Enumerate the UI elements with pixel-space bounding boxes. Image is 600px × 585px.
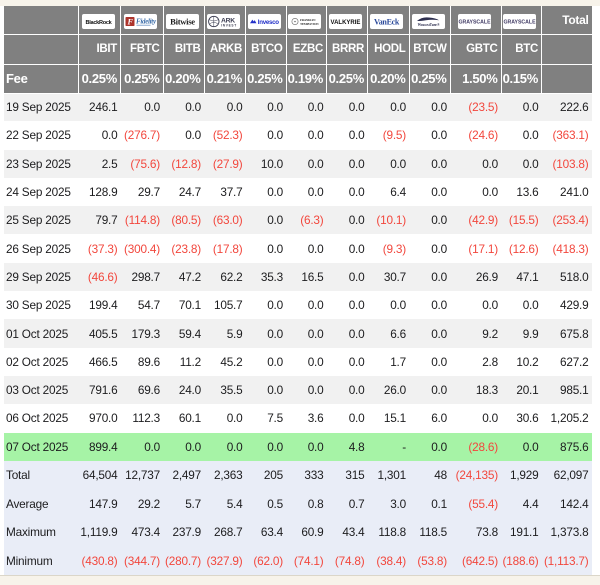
svg-text:F: F bbox=[126, 17, 133, 26]
svg-text:INVEST: INVEST bbox=[221, 23, 237, 27]
svg-text:Bitwise: Bitwise bbox=[170, 16, 195, 26]
svg-text:Invesco: Invesco bbox=[258, 19, 279, 26]
svg-text:Fidelity: Fidelity bbox=[136, 17, 157, 25]
svg-text:BlackRock: BlackRock bbox=[85, 20, 112, 26]
svg-text:GRAYSCALE: GRAYSCALE bbox=[458, 19, 491, 25]
svg-text:TEMPLETON: TEMPLETON bbox=[300, 22, 319, 26]
svg-text:VanEck: VanEck bbox=[374, 17, 400, 26]
svg-text:VALKYRIE: VALKYRIE bbox=[331, 20, 361, 26]
svg-text:ARK: ARK bbox=[221, 17, 235, 24]
svg-text:WISDOMTREE®: WISDOMTREE® bbox=[417, 22, 439, 27]
svg-text:GRAYSCALE: GRAYSCALE bbox=[504, 19, 537, 25]
svg-text:FRANKLIN: FRANKLIN bbox=[300, 18, 316, 22]
